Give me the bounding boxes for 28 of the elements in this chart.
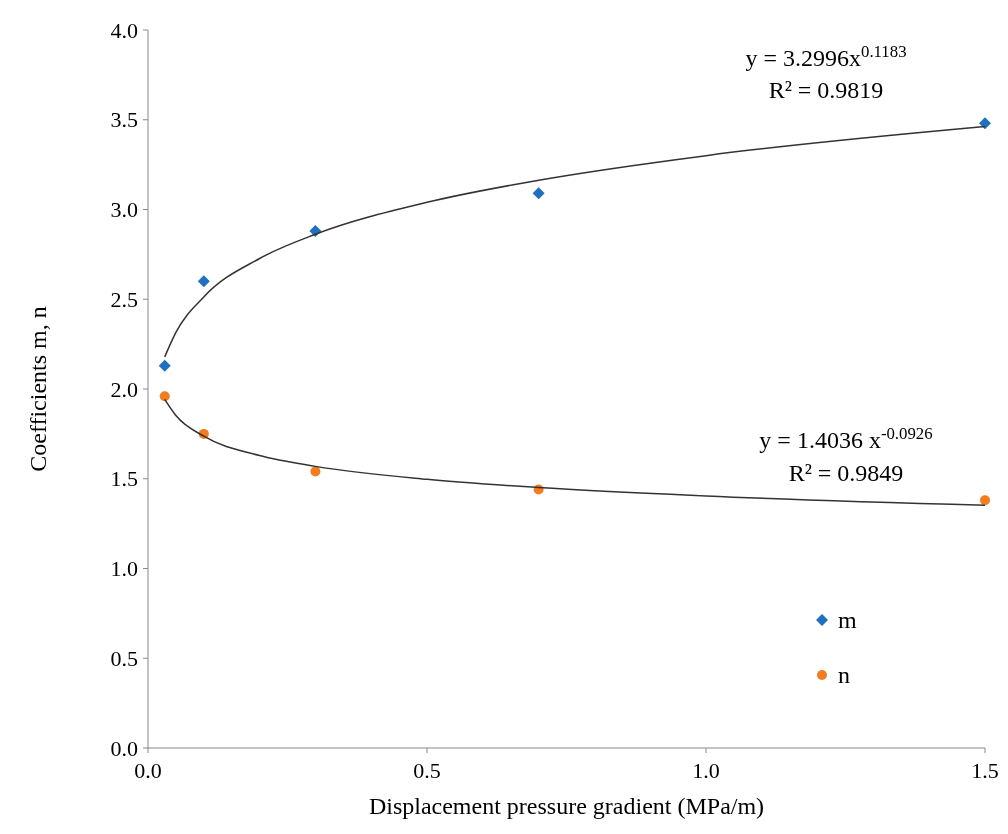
y-tick-label: 1.0 [110,556,138,582]
x-tick-label: 0.5 [413,758,441,783]
point [197,275,210,288]
y-tick-label: 1.5 [110,466,138,492]
annotation: y = 3.2996x$^{0.1183}$ [745,41,907,72]
y-tick-label: 3.0 [110,197,138,223]
annotation: R² = 0.9819 [768,77,884,104]
y-tick-label: 2.0 [110,376,138,402]
x-axis-title: Displacement pressure gradient (MPa/m) [368,793,765,819]
annotation: y = 1.4036 x$^{-0.0926}$ [759,423,933,454]
point [532,187,545,200]
annotation: R² = 0.9849 [788,460,904,487]
y-tick-label: 2.5 [110,286,138,312]
point [159,391,170,402]
y-tick-label: 0.0 [110,735,138,761]
y-tick-label: 0.5 [110,645,138,671]
x-tick-label: 0.0 [134,758,162,783]
legend-label: m [838,607,857,634]
x-tick-label: 1.5 [971,758,999,783]
y-axis-title: Coefficients m, n [25,306,51,472]
point [158,359,171,372]
point [979,117,991,130]
x-tick-label: 1.0 [692,758,720,783]
legend-label: n [838,662,850,689]
point [310,466,321,477]
y-tick-label: 3.5 [110,107,138,133]
y-tick-label: 4.0 [110,17,138,43]
point [980,495,990,506]
